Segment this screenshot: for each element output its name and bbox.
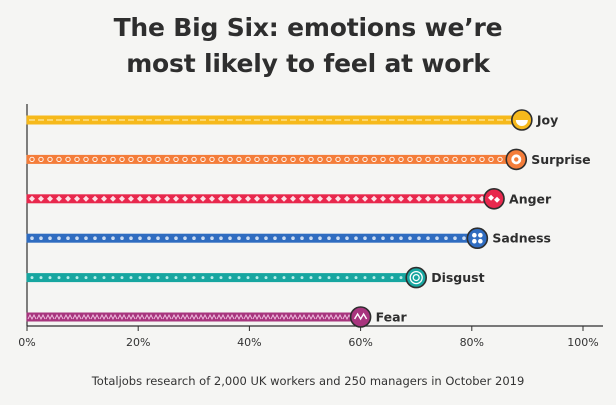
marker-inner [515,120,528,126]
bar-pattern [30,276,403,280]
marker-inner [412,273,420,282]
bar-pattern [30,236,466,240]
marker-inner [478,232,483,238]
marker-inner [409,270,423,285]
marker-inner [472,232,477,238]
marker-inner [514,157,519,162]
marker-inner [472,238,477,244]
bar-end-marker [405,266,428,289]
x-tick-label: 40% [237,336,261,349]
x-tick-label: 20% [126,336,150,349]
x-tick-label: 60% [348,336,372,349]
x-tick-label: 100% [567,336,598,349]
chart-title: The Big Six: emotions we’re most likely … [0,10,616,82]
bar-pattern [27,313,352,321]
bar-label-surprise: Surprise [531,152,590,167]
marker-inner [488,194,495,201]
marker-inner [478,238,483,244]
bar-label-joy: Joy [536,113,558,128]
x-tick-label: 0% [18,336,35,349]
chart-source-note: Totaljobs research of 2,000 UK workers a… [91,374,525,388]
bar-end-marker [349,306,372,328]
marker-inner [353,312,368,321]
bar-end-marker [483,188,505,210]
marker-inner [494,196,501,203]
bar-label-anger: Anger [509,191,552,206]
bar [26,154,517,164]
bar-label-sadness: Sadness [492,231,551,246]
bar-pattern [29,156,503,163]
chart-title-line-2: most likely to feel at work [126,49,490,78]
bar-label-fear: Fear [376,310,408,325]
bar-label-disgust: Disgust [431,270,484,285]
x-tick-label: 80% [460,336,484,349]
bar-pattern [29,195,485,202]
bar-end-marker [466,227,489,249]
chart-title-line-1: The Big Six: emotions we’re [113,13,503,42]
